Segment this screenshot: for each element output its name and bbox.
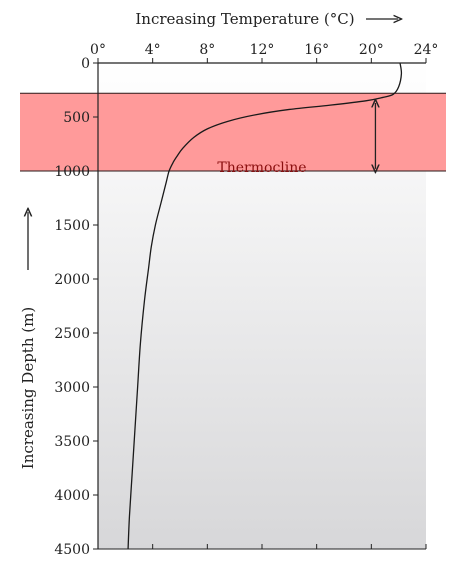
y-axis-title: Increasing Depth (m) (19, 307, 37, 469)
x-tick-label: 24° (414, 42, 439, 58)
y-tick-label: 4000 (54, 488, 90, 504)
x-tick-label: 0° (90, 42, 106, 58)
x-axis-title: Increasing Temperature (°C) (135, 10, 354, 28)
x-tick-label: 8° (199, 42, 215, 58)
y-tick-label: 1500 (54, 218, 90, 234)
x-tick-label: 16° (304, 42, 329, 58)
y-tick-label: 1000 (54, 164, 90, 180)
y-tick-label: 2000 (54, 272, 90, 288)
y-axis-ticks: 0 500 1000 1500 2000 2500 3000 3500 4000 4500 (54, 56, 98, 558)
y-axis-title-group: Increasing Depth (m) (19, 212, 37, 469)
x-axis-ticks: 0° 4° 8° 12° 16° 20° 24° (90, 42, 438, 549)
y-tick-label: 500 (63, 110, 90, 126)
y-tick-label: 3000 (54, 380, 90, 396)
x-tick-label: 12° (250, 42, 275, 58)
thermocline-label: Thermocline (217, 160, 306, 176)
y-tick-label: 0 (81, 56, 90, 72)
y-tick-label: 3500 (54, 434, 90, 450)
x-tick-label: 20° (359, 42, 384, 58)
x-tick-label: 4° (145, 42, 161, 58)
y-tick-label: 4500 (54, 542, 90, 558)
x-axis-title-group: Increasing Temperature (°C) (135, 10, 398, 28)
y-tick-label: 2500 (54, 326, 90, 342)
